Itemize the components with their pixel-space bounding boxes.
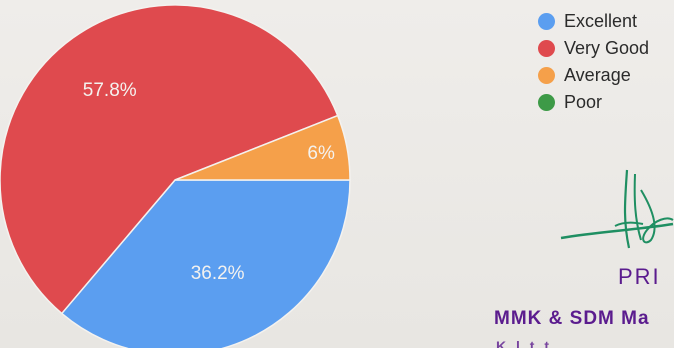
stamp-text-college-name: MMK & SDM Ma xyxy=(494,308,650,329)
stamp-text-principal: PRI xyxy=(618,264,661,289)
legend-label: Excellent xyxy=(564,11,638,31)
stamp-text-location: K l t t xyxy=(496,338,552,348)
legend-swatch xyxy=(538,94,555,111)
legend-label: Very Good xyxy=(564,38,650,58)
pie-slice-very-good xyxy=(0,4,339,315)
legend-label: Poor xyxy=(564,92,603,112)
legend-item-excellent: Excellent xyxy=(538,8,674,35)
slice-label-average: 6% xyxy=(307,143,335,164)
chart-legend: Excellent Very Good Average Poor xyxy=(538,8,674,116)
legend-label: Average xyxy=(564,65,631,85)
pie-slice-average xyxy=(174,114,351,181)
principal-signature xyxy=(560,169,674,249)
slice-label-very-good: 57.8% xyxy=(83,80,137,101)
pie-slice-excellent xyxy=(60,179,351,348)
legend-swatch xyxy=(538,40,555,57)
legend-swatch xyxy=(538,13,555,30)
slice-label-excellent: 36.2% xyxy=(191,263,245,284)
pie-chart: 36.2% 57.8% 6% xyxy=(0,4,351,348)
legend-item-poor: Poor xyxy=(538,89,674,116)
legend-swatch xyxy=(538,67,555,84)
legend-item-very-good: Very Good xyxy=(538,35,674,62)
legend-item-average: Average xyxy=(538,62,674,89)
